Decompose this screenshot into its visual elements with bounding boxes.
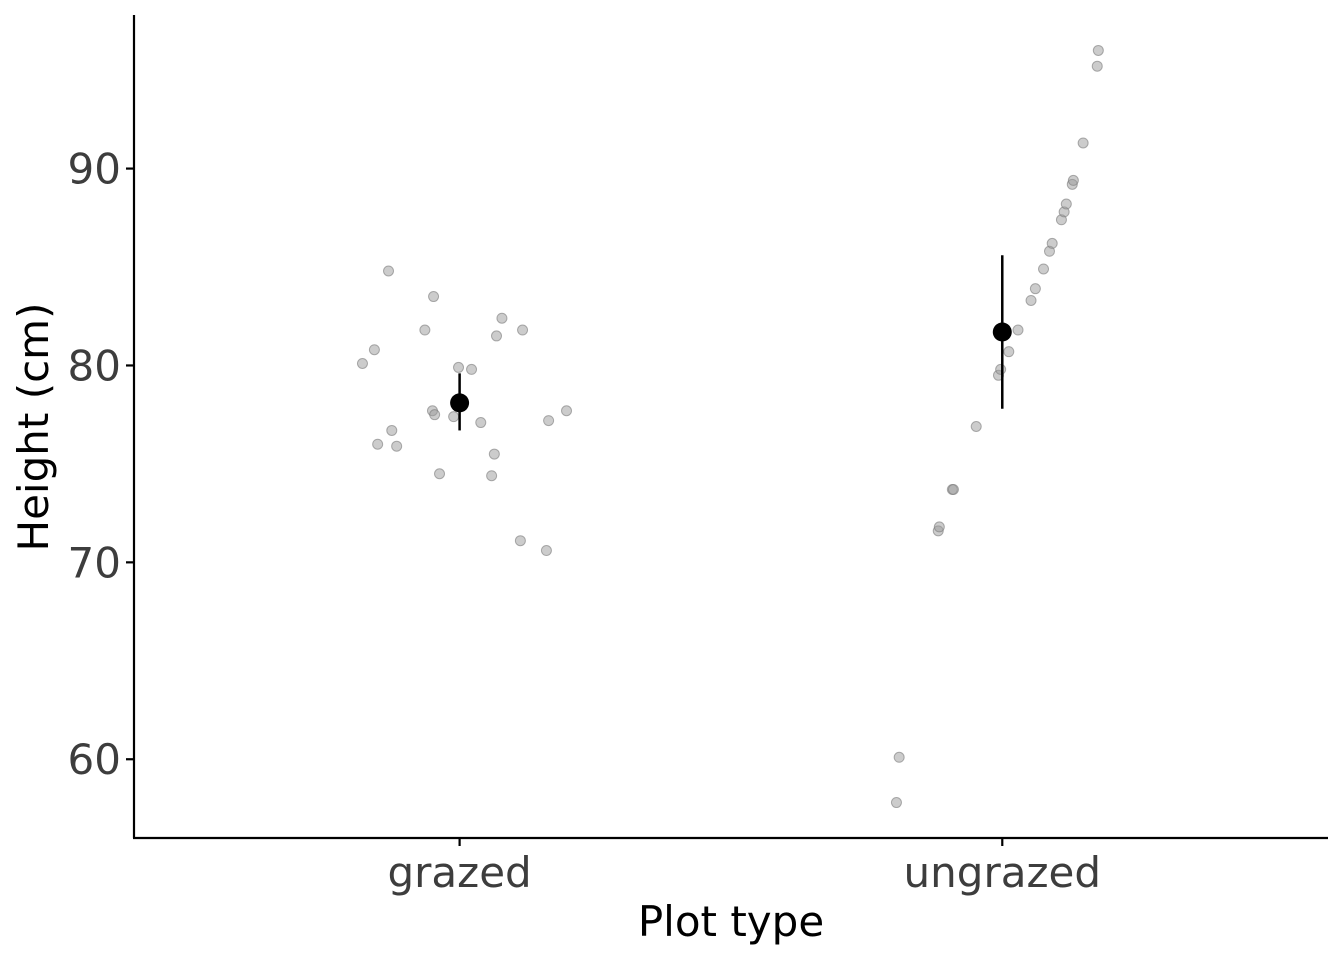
data-point-grazed bbox=[540, 545, 552, 557]
data-point-ungrazed bbox=[893, 751, 905, 763]
data-point-grazed bbox=[466, 363, 478, 375]
data-point-ungrazed bbox=[1003, 346, 1015, 358]
data-point-ungrazed bbox=[1012, 324, 1024, 336]
data-point-grazed bbox=[419, 324, 431, 336]
data-point-ungrazed bbox=[947, 484, 959, 496]
plot-area bbox=[356, 44, 1104, 809]
data-point-grazed bbox=[496, 312, 508, 324]
data-point-grazed bbox=[434, 468, 446, 480]
mean-point-ungrazed bbox=[992, 322, 1012, 342]
data-point-ungrazed bbox=[933, 521, 945, 533]
data-point-grazed bbox=[372, 438, 384, 450]
data-point-grazed bbox=[491, 330, 503, 342]
data-point-grazed bbox=[453, 361, 465, 373]
data-point-grazed bbox=[356, 357, 368, 369]
data-point-grazed bbox=[368, 344, 380, 356]
x-axis-title: Plot type bbox=[638, 897, 824, 946]
data-point-ungrazed bbox=[890, 797, 902, 809]
data-point-ungrazed bbox=[1077, 137, 1089, 149]
data-point-grazed bbox=[514, 535, 526, 547]
data-point-grazed bbox=[448, 411, 460, 423]
mean-point-grazed bbox=[450, 393, 470, 413]
data-point-ungrazed bbox=[1046, 237, 1058, 249]
y-axis-ticks: 60 70 80 90 bbox=[68, 145, 134, 784]
y-tick-label: 60 bbox=[68, 735, 121, 784]
data-point-ungrazed bbox=[1038, 263, 1050, 275]
data-point-ungrazed bbox=[1029, 283, 1041, 295]
data-point-grazed bbox=[475, 417, 487, 429]
data-point-grazed bbox=[386, 424, 398, 436]
x-tick-label-grazed: grazed bbox=[387, 848, 531, 897]
data-point-ungrazed bbox=[1067, 174, 1079, 186]
x-tick-label-ungrazed: ungrazed bbox=[904, 848, 1101, 897]
data-point-grazed bbox=[391, 440, 403, 452]
y-axis-title: Height (cm) bbox=[9, 303, 58, 552]
data-point-grazed bbox=[488, 448, 500, 460]
data-point-grazed bbox=[561, 405, 573, 417]
data-point-ungrazed bbox=[970, 421, 982, 432]
y-tick-label: 80 bbox=[68, 341, 121, 390]
data-point-grazed bbox=[486, 470, 498, 482]
x-axis-ticks: grazed ungrazed bbox=[387, 838, 1101, 897]
y-tick-label: 90 bbox=[68, 145, 121, 194]
data-point-grazed bbox=[429, 409, 441, 421]
data-point-ungrazed bbox=[1092, 44, 1104, 56]
y-tick-label: 70 bbox=[68, 538, 121, 587]
data-point-grazed bbox=[543, 415, 555, 427]
data-point-ungrazed bbox=[1025, 294, 1037, 306]
data-point-ungrazed bbox=[1091, 60, 1103, 72]
data-point-grazed bbox=[383, 265, 395, 277]
data-point-grazed bbox=[428, 291, 440, 303]
data-point-grazed bbox=[517, 324, 529, 336]
data-point-ungrazed bbox=[1060, 198, 1072, 210]
data-point-ungrazed bbox=[995, 363, 1007, 375]
